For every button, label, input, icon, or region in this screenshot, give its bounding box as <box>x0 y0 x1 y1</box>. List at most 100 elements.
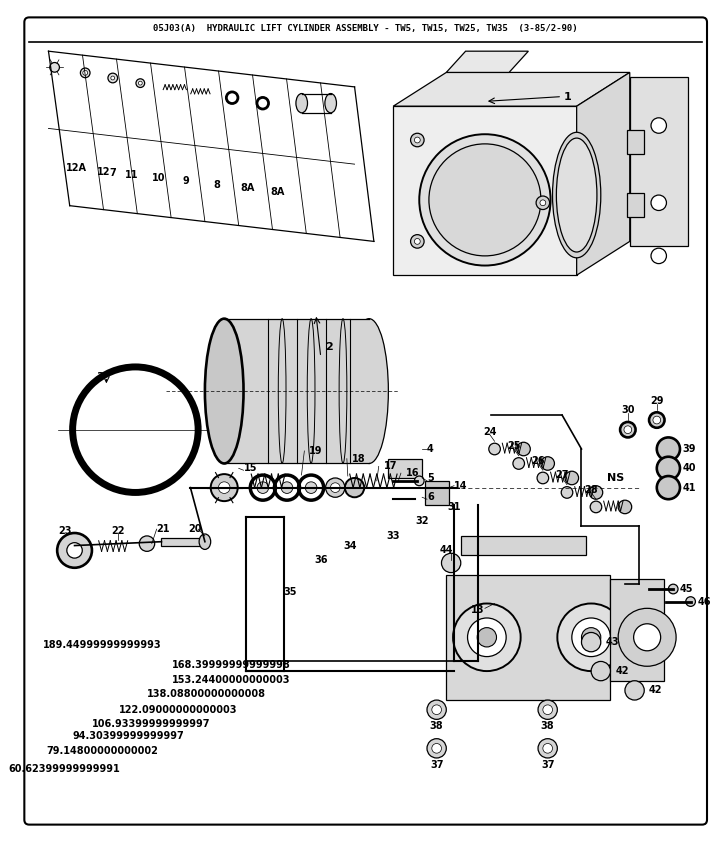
Text: 42: 42 <box>649 685 662 695</box>
Text: 4: 4 <box>427 444 434 454</box>
Circle shape <box>668 584 678 594</box>
Polygon shape <box>393 72 630 106</box>
Circle shape <box>441 553 461 573</box>
Text: 44: 44 <box>439 546 453 556</box>
Circle shape <box>620 422 635 437</box>
Text: 1: 1 <box>564 92 572 102</box>
Bar <box>389 459 422 478</box>
Bar <box>630 77 688 246</box>
Circle shape <box>81 68 90 77</box>
Circle shape <box>281 482 293 493</box>
Circle shape <box>330 482 340 493</box>
Circle shape <box>541 456 555 470</box>
Text: 46: 46 <box>697 597 711 606</box>
Text: 5: 5 <box>427 473 434 483</box>
Text: 25: 25 <box>507 441 520 451</box>
Text: 8A: 8A <box>240 184 255 194</box>
Text: 30: 30 <box>621 405 635 415</box>
Circle shape <box>651 248 667 264</box>
Text: 24: 24 <box>483 427 496 437</box>
Ellipse shape <box>556 138 597 252</box>
Ellipse shape <box>296 93 307 113</box>
Circle shape <box>590 501 602 513</box>
Circle shape <box>651 118 667 133</box>
Text: 20: 20 <box>188 525 202 534</box>
Text: 23: 23 <box>58 526 71 536</box>
Circle shape <box>561 487 573 498</box>
Circle shape <box>624 426 632 434</box>
Text: 12: 12 <box>97 167 111 177</box>
Circle shape <box>83 71 88 75</box>
Circle shape <box>582 632 601 652</box>
Bar <box>425 481 449 505</box>
Circle shape <box>218 482 230 493</box>
Circle shape <box>540 200 545 205</box>
Text: 13: 13 <box>471 605 484 616</box>
Bar <box>627 193 645 217</box>
Text: 153.24400000000003: 153.24400000000003 <box>172 674 291 685</box>
Text: 36: 36 <box>314 555 327 565</box>
Bar <box>161 538 205 546</box>
Text: 8: 8 <box>213 180 220 190</box>
Circle shape <box>136 79 145 88</box>
Circle shape <box>653 416 661 424</box>
Text: 38: 38 <box>541 721 555 731</box>
Circle shape <box>211 474 237 501</box>
Text: 28: 28 <box>585 484 598 494</box>
Text: 9: 9 <box>183 176 190 186</box>
Text: 6: 6 <box>427 493 434 503</box>
Text: 3: 3 <box>96 372 103 381</box>
Circle shape <box>139 536 155 552</box>
Polygon shape <box>577 72 630 275</box>
Text: 27: 27 <box>555 470 569 480</box>
Text: 11: 11 <box>125 170 138 180</box>
Circle shape <box>111 76 115 80</box>
Circle shape <box>634 624 661 651</box>
Text: NS: NS <box>607 473 624 483</box>
Circle shape <box>108 73 118 83</box>
Circle shape <box>649 413 665 428</box>
Circle shape <box>432 743 441 753</box>
Text: 42: 42 <box>615 666 629 676</box>
Text: 34: 34 <box>343 541 356 551</box>
Circle shape <box>453 604 520 671</box>
Circle shape <box>657 476 680 499</box>
Circle shape <box>468 618 506 657</box>
Circle shape <box>618 608 676 666</box>
Text: 33: 33 <box>386 531 400 541</box>
Polygon shape <box>446 51 528 72</box>
Circle shape <box>537 472 548 484</box>
Text: 106.93399999999997: 106.93399999999997 <box>92 719 210 729</box>
Bar <box>627 131 645 154</box>
Text: 43: 43 <box>605 637 619 647</box>
Text: 10: 10 <box>152 173 165 183</box>
Text: 168.39999999999998: 168.39999999999998 <box>172 660 291 670</box>
Text: 17: 17 <box>384 461 397 472</box>
Circle shape <box>589 486 602 499</box>
Text: 94.30399999999997: 94.30399999999997 <box>72 732 184 742</box>
Circle shape <box>57 533 92 568</box>
Bar <box>610 579 664 680</box>
Circle shape <box>558 604 625 671</box>
Circle shape <box>582 627 601 647</box>
Circle shape <box>477 627 496 647</box>
Text: 2: 2 <box>326 343 334 353</box>
Bar <box>461 536 586 555</box>
Text: 60.62399999999991: 60.62399999999991 <box>9 764 120 774</box>
Ellipse shape <box>350 318 389 463</box>
Circle shape <box>50 62 59 72</box>
Circle shape <box>419 134 550 265</box>
Circle shape <box>543 705 553 715</box>
Circle shape <box>538 738 558 758</box>
Text: 31: 31 <box>447 502 461 512</box>
Text: 37: 37 <box>541 759 555 770</box>
Text: 32: 32 <box>416 516 429 526</box>
Circle shape <box>618 500 632 514</box>
Text: 8A: 8A <box>270 187 285 197</box>
Circle shape <box>625 680 645 700</box>
Text: 29: 29 <box>650 396 664 406</box>
Text: 14: 14 <box>454 481 468 491</box>
Circle shape <box>591 662 610 680</box>
Ellipse shape <box>205 318 244 463</box>
Circle shape <box>345 478 364 498</box>
